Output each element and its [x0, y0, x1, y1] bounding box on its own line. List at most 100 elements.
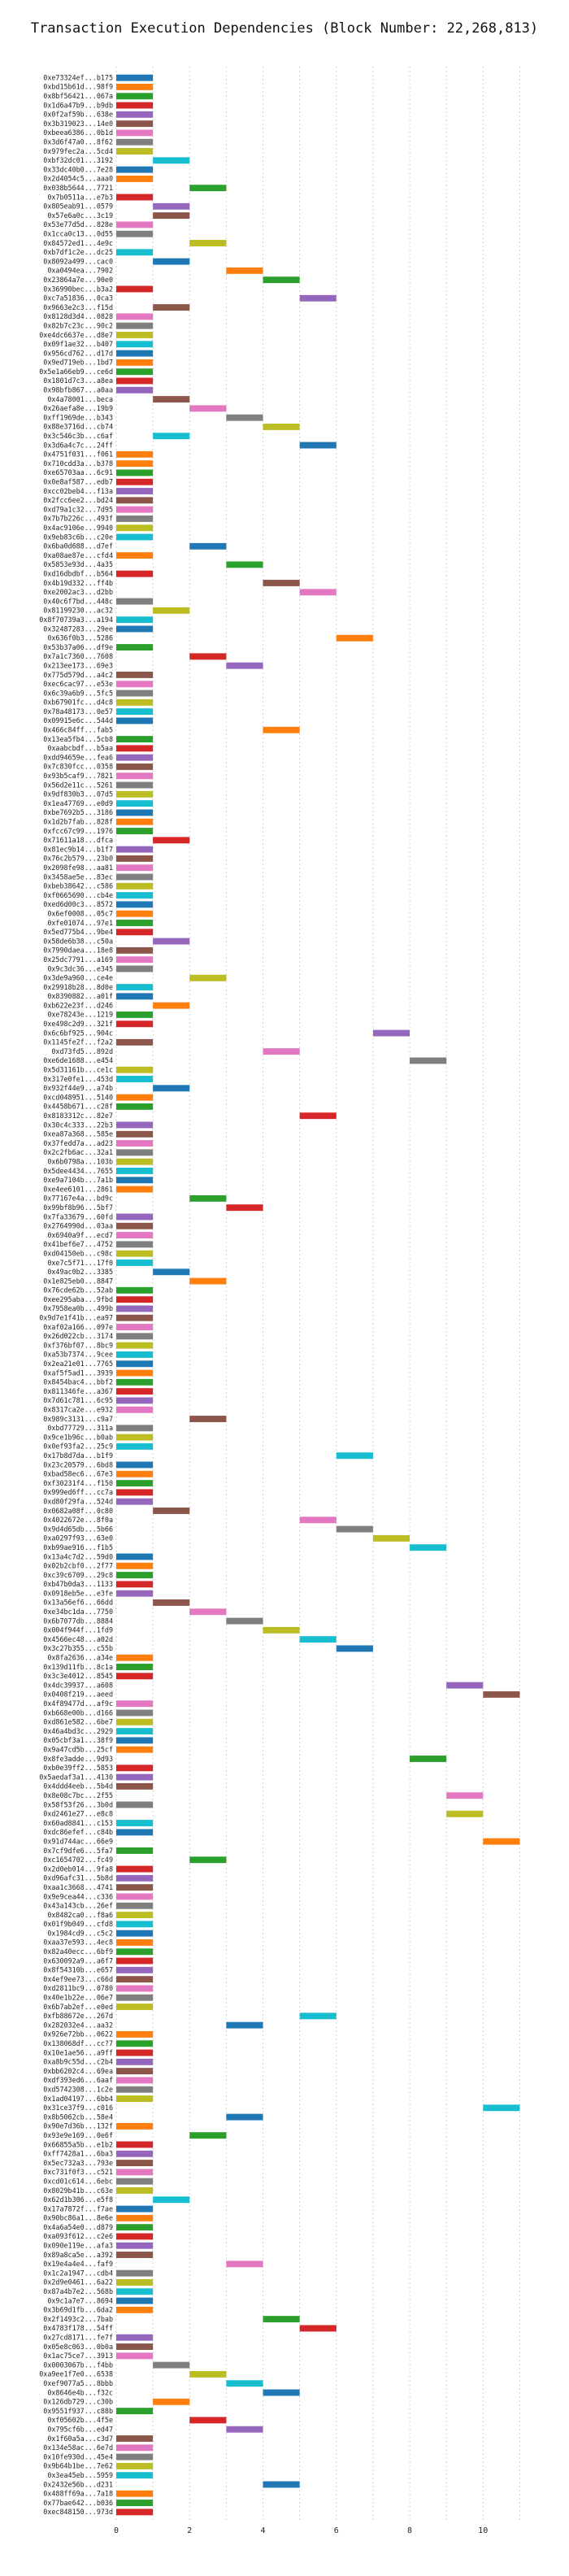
task-label: 0xfcc67c99...1976	[43, 827, 113, 835]
task-label: 0x004f944f...1fd9	[43, 1626, 113, 1634]
task-bar	[116, 1140, 154, 1147]
task-bar	[116, 1930, 154, 1937]
task-label: 0xb668e00b...d166	[43, 1708, 113, 1717]
task-bar	[153, 433, 190, 440]
task-label: 0x0682a08f...0c80	[43, 1507, 113, 1515]
task-bar	[116, 2141, 154, 2148]
task-bar	[116, 690, 154, 697]
task-bar	[116, 1038, 154, 1046]
task-bar	[263, 2481, 300, 2488]
task-label: 0x4751f031...f061	[43, 450, 113, 459]
task-bar	[410, 1544, 447, 1551]
task-bar	[116, 1957, 154, 1965]
task-label: 0x10e1ae56...a9ff	[43, 2048, 113, 2056]
task-label: 0x13a4c7d2...59d0	[43, 1552, 113, 1560]
task-bar	[116, 644, 154, 651]
task-label: 0xf0665690...cb4e	[43, 891, 113, 899]
task-label: 0x6ba0d688...d7ef	[43, 542, 113, 550]
task-bar	[226, 2113, 263, 2121]
task-bar	[116, 1066, 154, 1073]
task-bar	[372, 1534, 410, 1542]
task-label: 0x05cbf3a1...38f9	[43, 1736, 113, 1744]
x-tick-label: 2	[187, 2526, 192, 2535]
task-label: 0x8fa2636...a34e	[47, 1654, 113, 1662]
task-label: 0x4458b671...c28f	[43, 1103, 113, 1111]
task-bar	[116, 1094, 154, 1101]
task-bar	[446, 1682, 484, 1689]
task-bar	[116, 1562, 154, 1569]
task-label: 0xaf5f5ad1...3939	[43, 1368, 113, 1377]
task-label: 0xdc86efef...c84b	[43, 1828, 113, 1836]
task-label: 0x3b319023...14e0	[43, 120, 113, 128]
task-label: 0x3b69d1fb...6da2	[43, 2306, 113, 2314]
task-bar	[226, 662, 263, 669]
task-label: 0x926e72bb...0622	[43, 2030, 113, 2039]
task-bar	[116, 2030, 154, 2038]
task-label: 0x53b37a06...df9e	[43, 643, 113, 651]
task-bar	[116, 1673, 154, 1680]
task-bar	[153, 212, 190, 220]
task-label: 0x636f0b3...5286	[47, 634, 113, 642]
task-bar	[336, 1645, 373, 1652]
task-bar	[116, 1480, 154, 1487]
task-bar	[189, 2417, 227, 2424]
task-label: 0x4783f178...54ff	[43, 2324, 113, 2332]
task-label: 0xaa1c3668...4741	[43, 1883, 113, 1891]
task-label: 0x7b0511a...e7b3	[47, 193, 113, 201]
task-bar	[189, 542, 227, 550]
task-bar	[226, 2380, 263, 2387]
task-bar	[116, 2169, 154, 2176]
task-bar	[116, 2334, 154, 2341]
task-label: 0x2432e56b...d231	[43, 2480, 113, 2488]
task-label: 0x49ac0b2...3385	[47, 1268, 113, 1276]
y-axis-labels: 0xe73324ef...b175 0xbd15b61d...98f90x8bf5…	[39, 73, 113, 2516]
task-bar	[116, 956, 154, 964]
task-bar	[116, 1461, 154, 1469]
task-bar	[116, 2086, 154, 2093]
task-bar	[116, 285, 154, 293]
task-label: 0x77167e4a...bd9c	[43, 1194, 113, 1203]
task-label: 0x57e6a0c...3c19	[47, 211, 113, 220]
task-label: 0x1ad04197...6bb4	[43, 2095, 113, 2103]
task-bar	[116, 1121, 154, 1129]
task-bar	[116, 1976, 154, 1983]
task-bar	[116, 2205, 154, 2213]
task-bar	[116, 249, 154, 256]
task-bar	[226, 1204, 263, 1212]
task-label: 0xfe01074...97e1	[47, 919, 113, 927]
task-label: 0xe4ee6101...2861	[43, 1185, 113, 1193]
task-label: 0x2fcc6ee2...bd24	[43, 496, 113, 504]
task-bar	[116, 717, 154, 724]
task-label: 0x13ea5fb4...5cb8	[43, 735, 113, 743]
task-label: 0x090e119e...afa3	[43, 2242, 113, 2250]
task-label: 0x2764990d...03aa	[43, 1222, 113, 1230]
task-label: 0xec848150...973d	[43, 2508, 113, 2516]
task-bar	[116, 450, 154, 458]
task-bar	[116, 1406, 154, 1413]
task-label: 0x6b0798a...103b	[47, 1157, 113, 1165]
task-bar	[189, 2132, 227, 2139]
task-label: 0xc39c6709...29c8	[43, 1571, 113, 1579]
task-bar	[116, 1893, 154, 1900]
task-label: 0x91d744ac...66e9	[43, 1837, 113, 1845]
task-label: 0x3d6a4c7c...24ff	[43, 441, 113, 449]
task-bar	[189, 1277, 227, 1285]
task-bar	[446, 1792, 484, 1799]
task-label: 0x76cde62b...52ab	[43, 1286, 113, 1295]
task-bar	[116, 763, 154, 770]
task-label: 0xd73fd5...892d	[51, 1047, 113, 1055]
task-bar	[116, 2352, 154, 2360]
task-label: 0xff1969de...b343	[43, 413, 113, 421]
task-label: 0x5853e93d...4a35	[43, 560, 113, 568]
task-label: 0x2d0eb014...9fa8	[43, 1865, 113, 1873]
task-bar	[116, 469, 154, 476]
task-bar	[116, 772, 154, 780]
task-label: 0xe498c2d9...321f	[43, 1020, 113, 1028]
task-bar	[116, 671, 154, 678]
task-bar	[153, 1268, 190, 1276]
task-bar	[299, 1112, 337, 1120]
task-label: 0x40c6f7bd...448c	[43, 597, 113, 605]
task-label: 0x0408f219...aeed	[43, 1690, 113, 1699]
task-bar	[116, 1103, 154, 1110]
task-label: 0x7990daea...18e8	[43, 946, 113, 955]
